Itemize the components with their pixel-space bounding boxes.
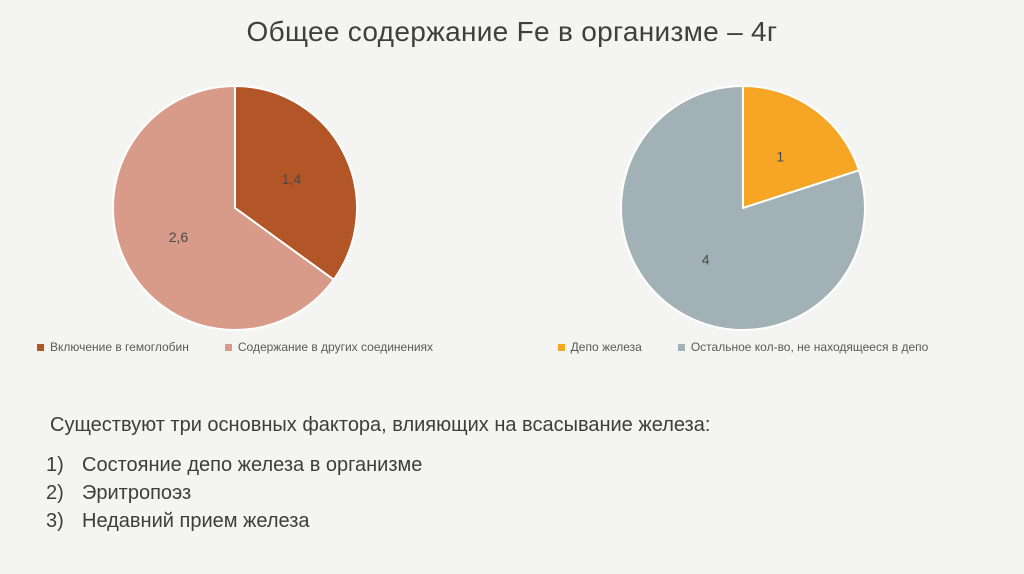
legend-item: Остальное кол-во, не находящееся в депо [677, 340, 929, 354]
pie-slice-0 [742, 85, 861, 209]
pie-value-label: 2,6 [169, 229, 189, 245]
pie-svg: 14 [620, 85, 866, 331]
legend-right: Депо железа Остальное кол-во, не находяще… [523, 340, 963, 354]
factor-number: 2) [46, 482, 64, 504]
factor-text: Недавний прием железа [82, 510, 310, 532]
legend-label: Депо железа [570, 340, 642, 354]
pie-chart-hemoglobin-distribution: 1,4 2,6 Включение в гемоглобин Содержание … [15, 82, 455, 354]
legend-label: Содержание в других соединениях [237, 340, 434, 354]
factor-item: 1) Состояние депо железа в организме [46, 451, 984, 479]
factors-list: 1) Состояние депо железа в организме 2) Эри… [46, 451, 984, 535]
pie-left: 1,4 2,6 [15, 82, 455, 334]
factor-item: 3) Недавний прием железа [46, 507, 984, 535]
pie-value-label: 4 [702, 251, 710, 267]
factor-text: Эритропоэз [82, 482, 192, 504]
pie-svg: 1,4 2,6 [112, 85, 358, 331]
legend-item: Содержание в других соединениях [224, 340, 434, 354]
legend-label: Остальное кол-во, не находящееся в депо [690, 340, 929, 354]
pie-slice-1 [620, 85, 866, 331]
legend-label: Включение в гемоглобин [49, 340, 189, 354]
legend-left: Включение в гемоглобин Содержание в други… [15, 340, 455, 354]
slide-title: Общее содержание Fe в организме – 4г [246, 16, 778, 47]
factor-text: Состояние депо железа в организме [82, 454, 423, 476]
factor-number: 3) [46, 510, 64, 532]
pie-slice-1 [112, 85, 335, 331]
legend-item: Депо железа [557, 340, 642, 354]
pie-value-label: 1,4 [282, 171, 302, 187]
factors-block: Существуют три основных фактора, влияющи… [46, 414, 984, 535]
legend-swatch-icon [677, 343, 685, 351]
legend-swatch-icon [36, 343, 44, 351]
legend-swatch-icon [224, 343, 232, 351]
legend-swatch-icon [557, 343, 565, 351]
legend-item: Включение в гемоглобин [36, 340, 189, 354]
factors-heading: Существуют три основных фактора, влияющи… [50, 414, 711, 436]
pie-slice-0 [234, 85, 358, 281]
factor-item: 2) Эритропоэз [46, 479, 984, 507]
pie-value-label: 1 [776, 149, 784, 165]
factor-number: 1) [46, 454, 64, 476]
